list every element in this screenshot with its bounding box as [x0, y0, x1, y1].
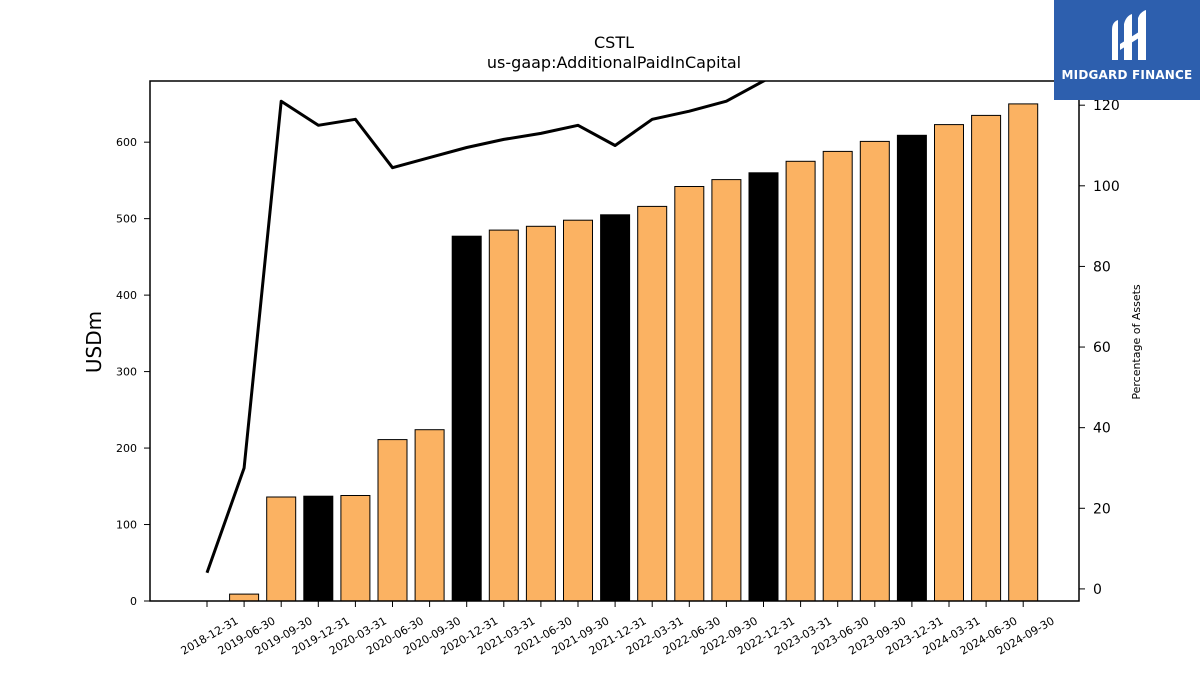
bar-2021-06-30	[525, 225, 556, 601]
bar-2021-03-31	[488, 229, 519, 601]
bar-2020-03-31	[340, 495, 371, 601]
y-tick-label: 0	[130, 595, 137, 608]
line-layer	[205, 81, 767, 574]
y-axis-right: 0 20 40 60 80 100 120	[1079, 98, 1120, 598]
midgard-logo-icon	[1112, 10, 1146, 60]
bar-2020-06-30	[377, 439, 408, 601]
bar-2022-03-31	[637, 205, 668, 601]
bar-2019-09-30	[266, 496, 297, 601]
bar-2019-12-31	[303, 495, 334, 601]
logo-text: MIDGARD FINANCE	[1061, 68, 1193, 82]
bar-2021-09-30	[563, 219, 593, 601]
y-axis-left: 0 100 200 300 400 500 600	[116, 136, 150, 608]
bar-2024-06-30	[971, 114, 1002, 601]
x-axis: 2018-12-312019-06-302019-09-302019-12-31…	[179, 601, 1057, 658]
chart-title: CSTL	[594, 33, 634, 52]
y2-axis-label: Percentage of Assets	[1130, 284, 1143, 400]
bar-2023-09-30	[859, 140, 890, 601]
bar-2022-09-30	[711, 179, 742, 601]
bar-2023-12-31	[896, 134, 927, 601]
bar-2022-12-31	[748, 172, 779, 601]
y-tick-label: 300	[116, 366, 137, 379]
bar-2022-06-30	[674, 186, 705, 601]
bar-2019-06-30	[229, 593, 260, 601]
bar-2021-12-31	[600, 214, 631, 601]
bar-2020-12-31	[451, 235, 482, 601]
bar-2024-03-31	[934, 124, 964, 601]
percentage-line	[205, 81, 767, 574]
y-axis-label: USDm	[82, 311, 106, 373]
y2-tick-label: 40	[1093, 421, 1111, 437]
bars-layer	[229, 103, 1039, 601]
y-tick-label: 600	[116, 136, 137, 149]
y2-tick-label: 20	[1093, 501, 1111, 517]
y2-tick-label: 120	[1093, 98, 1120, 114]
plot-frame	[149, 80, 1080, 602]
y-tick-label: 400	[116, 289, 137, 302]
y2-tick-label: 80	[1093, 259, 1111, 275]
bar-2020-09-30	[414, 429, 445, 601]
midgard-finance-logo: MIDGARD FINANCE	[1054, 0, 1200, 100]
y-tick-label: 100	[116, 519, 137, 532]
y2-tick-label: 100	[1093, 179, 1120, 195]
bar-2023-03-31	[785, 160, 816, 601]
y-tick-label: 200	[116, 442, 137, 455]
chart-subtitle: us-gaap:AdditionalPaidInCapital	[487, 53, 741, 72]
bar-2024-09-30	[1008, 103, 1039, 601]
y2-tick-label: 0	[1093, 582, 1102, 598]
y2-tick-label: 60	[1093, 340, 1111, 356]
bar-2023-06-30	[822, 150, 853, 601]
y-tick-label: 500	[116, 213, 137, 226]
